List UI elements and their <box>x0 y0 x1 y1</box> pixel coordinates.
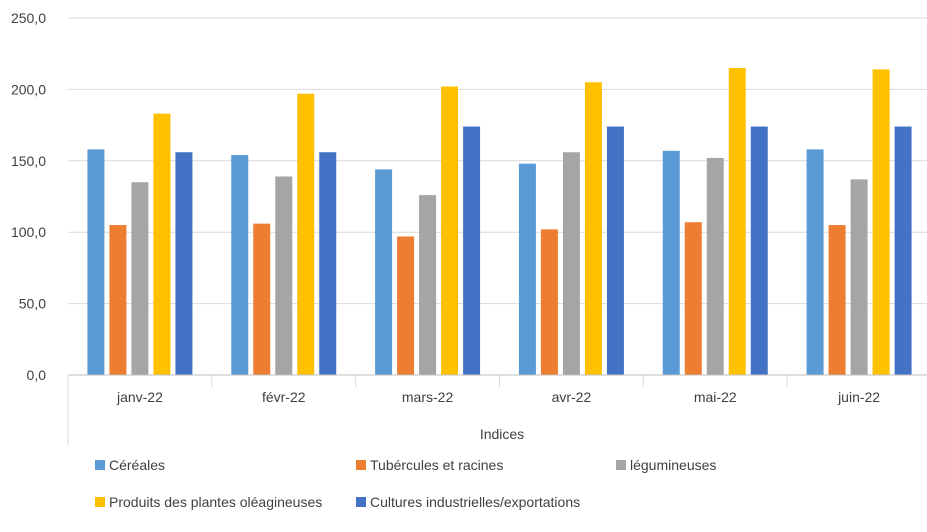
bar <box>806 149 824 375</box>
legend-swatch <box>95 460 105 470</box>
bar <box>872 69 890 376</box>
bar <box>518 163 536 375</box>
x-tick-label: mars-22 <box>402 389 454 405</box>
bar <box>297 93 315 376</box>
bar <box>728 67 746 375</box>
bars <box>87 67 912 376</box>
bar <box>87 149 105 375</box>
bar <box>584 82 602 375</box>
x-tick-label: janv-22 <box>116 389 163 405</box>
x-axis-title: Indices <box>480 426 524 442</box>
x-tick-label: juin-22 <box>837 389 880 405</box>
legend-label: Tubércules et racines <box>370 457 503 473</box>
x-tick-label: avr-22 <box>552 389 592 405</box>
bar <box>540 229 558 375</box>
x-tick-label: févr-22 <box>262 389 306 405</box>
bar <box>319 152 337 375</box>
bar <box>131 182 149 375</box>
bar <box>706 157 724 375</box>
bar <box>606 126 624 375</box>
bar <box>828 225 846 375</box>
y-tick-label: 250,0 <box>11 10 46 26</box>
legend-swatch <box>95 497 105 507</box>
y-axis-ticks: 0,0 50,0 100,0 150,0 200,0 250,0 <box>11 10 46 383</box>
bar <box>175 152 193 375</box>
y-tick-label: 0,0 <box>27 367 47 383</box>
y-tick-label: 100,0 <box>11 224 46 240</box>
bar <box>662 150 680 375</box>
bar <box>375 169 393 375</box>
legend-label: Céréales <box>109 457 165 473</box>
y-tick-label: 200,0 <box>11 81 46 97</box>
bar <box>419 195 437 375</box>
legend-swatch <box>616 460 626 470</box>
bar <box>684 222 702 375</box>
bar <box>463 126 481 375</box>
y-tick-label: 50,0 <box>19 296 46 312</box>
legend-label: Produits des plantes oléagineuses <box>109 494 322 510</box>
bar <box>750 126 768 375</box>
legend-label: Cultures industrielles/exportations <box>370 494 580 510</box>
bar <box>231 155 249 375</box>
bar <box>397 236 415 375</box>
y-tick-label: 150,0 <box>11 153 46 169</box>
legend-swatch <box>356 460 366 470</box>
bar <box>562 152 580 375</box>
bar <box>253 223 271 375</box>
legend-label: légumineuses <box>630 457 716 473</box>
x-tick-label: mai-22 <box>694 389 737 405</box>
bar <box>441 86 459 375</box>
x-axis: janv-22 févr-22 mars-22 avr-22 mai-22 juin-22 <box>67 374 927 445</box>
bar <box>109 225 127 375</box>
legend-swatch <box>356 497 366 507</box>
bar <box>850 179 868 375</box>
bar <box>153 113 171 376</box>
gridlines <box>68 17 927 305</box>
bar <box>894 126 912 375</box>
bar <box>275 176 293 375</box>
legend: Céréales Tubércules et racines légumineuse… <box>95 457 716 510</box>
